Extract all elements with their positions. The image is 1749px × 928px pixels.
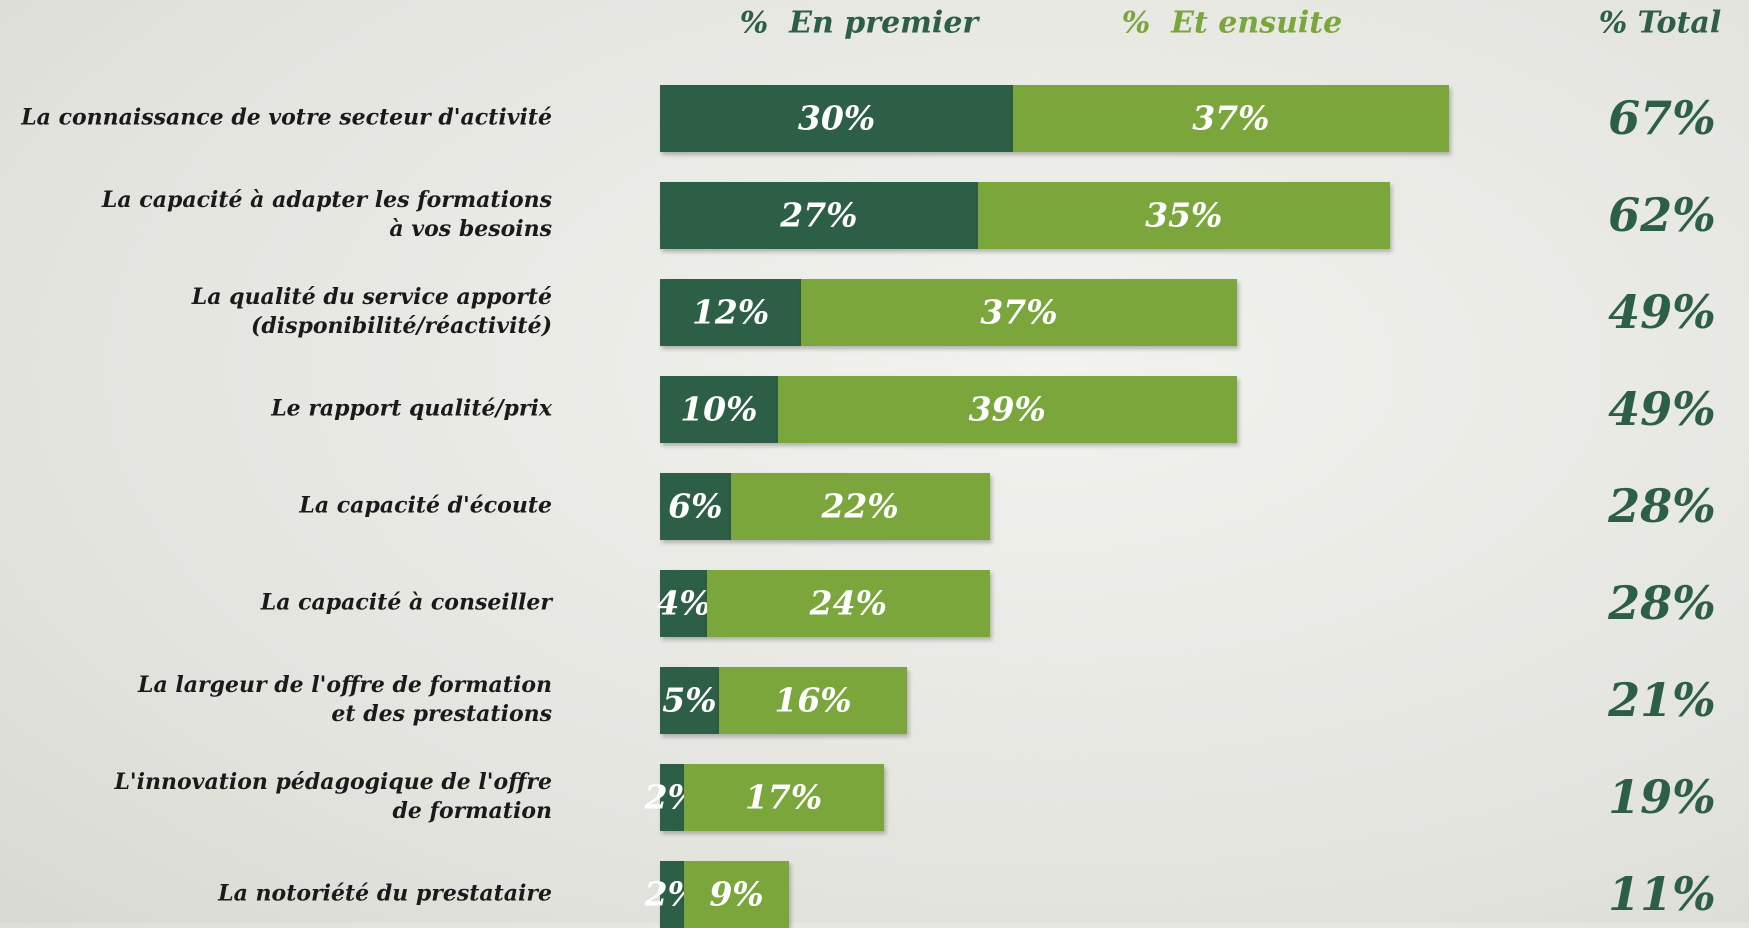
category-label: L'innovation pédagogique de l'offre de f… xyxy=(114,769,552,825)
value-label: 24% xyxy=(809,583,887,623)
legend-then: % Et ensuite xyxy=(1121,5,1343,41)
total-label: 19% xyxy=(1608,770,1716,825)
bar-segment xyxy=(660,278,802,346)
total-label: 11% xyxy=(1608,867,1716,922)
bar-segment xyxy=(977,181,1390,249)
total-label: 49% xyxy=(1608,285,1716,340)
bar-segment xyxy=(683,860,790,928)
value-label: 9% xyxy=(709,874,764,914)
category-label: La notoriété du prestataire xyxy=(218,880,552,907)
value-label: 37% xyxy=(1192,98,1270,138)
bar-segment xyxy=(660,569,708,637)
bar-segment xyxy=(660,666,719,734)
total-label: 49% xyxy=(1608,382,1716,437)
value-label: 37% xyxy=(980,292,1058,332)
value-label: 5% xyxy=(662,680,717,720)
value-label: 12% xyxy=(691,292,770,332)
bar-segment xyxy=(777,375,1237,443)
bar-segment xyxy=(683,763,884,831)
total-header: % Total xyxy=(1598,5,1722,41)
total-label: 21% xyxy=(1608,673,1716,728)
bar-segment xyxy=(1013,84,1449,152)
total-label: 28% xyxy=(1608,576,1716,631)
bar-segment xyxy=(660,472,731,540)
value-label: 30% xyxy=(797,98,876,138)
total-label: 28% xyxy=(1608,479,1716,534)
bar-segment xyxy=(801,278,1237,346)
category-label: La qualité du service apporté (disponibi… xyxy=(191,284,552,340)
value-label: 4% xyxy=(656,583,711,623)
category-label: La capacité à conseiller xyxy=(260,589,552,616)
value-label: 27% xyxy=(780,195,858,235)
value-label: 16% xyxy=(774,680,852,720)
category-label: La connaissance de votre secteur d'activ… xyxy=(21,104,552,131)
bar-segment xyxy=(718,666,908,734)
value-label: 39% xyxy=(968,389,1046,429)
bar-segment xyxy=(660,375,778,443)
value-label: 35% xyxy=(1145,195,1223,235)
bar-segment xyxy=(660,860,684,928)
category-label: Le rapport qualité/prix xyxy=(271,395,552,422)
category-label: La capacité d'écoute xyxy=(299,492,552,519)
bar-segment xyxy=(660,181,978,249)
bar-segment xyxy=(660,84,1014,152)
bar-segment xyxy=(707,569,990,637)
bar-segment xyxy=(660,763,684,831)
value-label: 10% xyxy=(680,389,758,429)
category-label: La largeur de l'offre de formation et de… xyxy=(138,672,552,728)
total-label: 67% xyxy=(1608,91,1716,145)
legend-first: % En premier xyxy=(739,5,979,41)
value-label: 6% xyxy=(668,486,723,526)
value-label: 22% xyxy=(821,486,899,526)
value-label: 17% xyxy=(744,777,823,817)
category-label: La capacité à adapter les formations à v… xyxy=(101,187,552,243)
bar-segment xyxy=(730,472,990,540)
total-label: 62% xyxy=(1608,188,1716,243)
